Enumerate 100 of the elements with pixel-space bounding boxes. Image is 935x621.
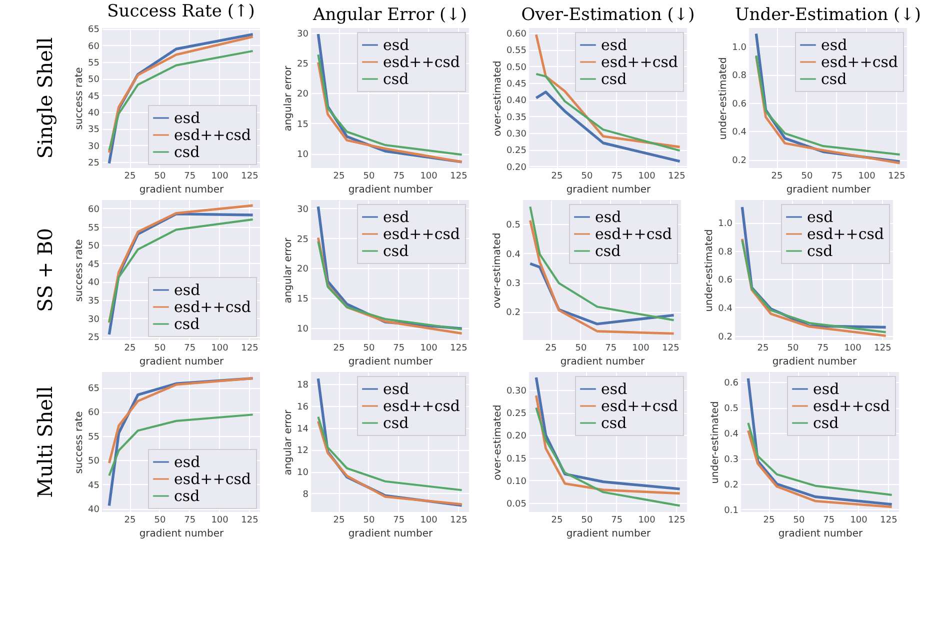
x-axis-title: gradient number <box>348 356 434 368</box>
x-tick-label: 100 <box>858 172 876 182</box>
x-tick-label: 75 <box>184 172 196 182</box>
y-tick-label: 45 <box>88 480 100 491</box>
y-tick-label: 0.3 <box>506 279 520 290</box>
x-axis-title: gradient number <box>566 184 652 196</box>
x-tick-label: 25 <box>551 516 563 526</box>
y-tick-label: 20 <box>297 90 309 100</box>
y-tick-label: 0.5 <box>724 404 738 414</box>
y-tick-label: 0.3 <box>724 455 738 466</box>
text: Multi Shell <box>33 386 57 498</box>
y-tick-label: 0.2 <box>724 480 738 490</box>
chart-title: Angular Error (↓) <box>312 5 468 25</box>
y-tick-label: 14 <box>297 424 309 434</box>
legend-label: esd++csd <box>813 397 890 415</box>
x-tick-label: 100 <box>211 172 229 182</box>
y-tick-label: 25 <box>88 333 100 344</box>
x-tick-label: 100 <box>632 344 650 354</box>
y-axis-title: over-estimated <box>492 60 504 136</box>
x-tick-label: 75 <box>817 344 829 354</box>
legend-label: csd <box>821 70 848 88</box>
x-tick-label: 50 <box>363 344 375 354</box>
x-tick-label: 75 <box>393 172 405 182</box>
line-series <box>535 72 681 152</box>
x-tick-label: 125 <box>880 516 898 526</box>
x-tick-label: 50 <box>154 516 166 526</box>
x-tick-label: 25 <box>124 516 136 526</box>
legend-label: csd <box>174 487 200 505</box>
y-tick-label: 0.40 <box>506 96 527 106</box>
legend-label: esd++csd <box>174 470 252 488</box>
y-axis-title: angular error <box>283 64 294 132</box>
legend-label: esd <box>595 208 622 226</box>
y-tick-label: 1.0 <box>718 219 733 230</box>
y-tick-label: 1.0 <box>732 42 747 53</box>
y-tick-label: 45 <box>88 92 100 102</box>
x-tick-label: 125 <box>450 516 468 526</box>
x-axis-title: gradient number <box>139 528 225 540</box>
y-tick-label: 10 <box>297 324 309 335</box>
line-series <box>746 377 894 506</box>
y-tick-label: 50 <box>88 242 100 252</box>
y-tick-label: 40 <box>88 108 100 118</box>
line-series <box>746 429 894 508</box>
y-tick-label: 0.1 <box>724 506 738 516</box>
y-tick-label: 30 <box>297 29 309 40</box>
y-axis-title: over-estimated <box>492 404 504 480</box>
legend-label: csd <box>595 242 622 260</box>
y-tick-label: 0.50 <box>506 62 527 73</box>
y-tick-label: 0.6 <box>724 378 739 389</box>
y-axis-title: success rate <box>74 67 86 130</box>
y-tick-label: 0.15 <box>506 454 526 464</box>
y-tick-label: 65 <box>88 25 100 36</box>
y-tick-label: 0.4 <box>732 128 747 138</box>
y-tick-label: 0.8 <box>732 71 747 82</box>
y-tick-label: 0.35 <box>506 112 526 123</box>
y-tick-label: 50 <box>88 75 100 86</box>
y-axis-title: success rate <box>74 239 86 302</box>
y-tick-label: 40 <box>88 505 100 516</box>
x-tick-label: 100 <box>420 172 438 182</box>
line-series <box>534 90 682 163</box>
legend-label: esd <box>383 380 410 398</box>
x-tick-label: 75 <box>823 516 835 526</box>
x-tick-label: 100 <box>420 516 438 526</box>
y-tick-label: 10 <box>297 150 309 160</box>
y-tick-label: 0.30 <box>506 386 527 397</box>
x-tick-label: 25 <box>763 516 775 526</box>
line-series <box>317 416 463 492</box>
legend-label: csd <box>601 70 628 88</box>
legend-label: esd <box>821 36 848 54</box>
legend-label: csd <box>813 414 840 432</box>
y-tick-label: 0.30 <box>506 130 527 140</box>
y-tick-label: 55 <box>88 432 100 442</box>
legend-label: csd <box>174 315 200 333</box>
legend-label: esd++csd <box>601 397 678 415</box>
x-tick-label: 100 <box>850 516 868 526</box>
legend-label: esd <box>601 380 628 398</box>
legend-label: esd++csd <box>807 225 884 243</box>
x-tick-label: 25 <box>757 344 769 354</box>
legend-label: esd++csd <box>174 126 252 144</box>
x-tick-label: 100 <box>844 344 862 354</box>
y-tick-label: 35 <box>88 296 100 307</box>
x-axis-title: gradient number <box>786 184 872 196</box>
y-tick-label: 16 <box>297 402 309 412</box>
x-axis-title: gradient number <box>348 184 434 196</box>
y-tick-label: 0.6 <box>718 276 733 286</box>
line-series <box>534 394 682 495</box>
y-tick-label: 8 <box>302 490 309 500</box>
y-tick-label: 60 <box>88 204 100 215</box>
y-tick-label: 0.25 <box>506 409 526 420</box>
x-tick-label: 125 <box>662 344 680 354</box>
y-tick-label: 30 <box>88 142 100 152</box>
legend-label: esd++csd <box>383 225 460 243</box>
y-tick-label: 0.4 <box>718 304 733 314</box>
legend-label: esd <box>174 109 201 127</box>
legend-label: csd <box>383 414 410 432</box>
y-tick-label: 0.4 <box>506 250 521 260</box>
y-tick-label: 0.55 <box>506 46 526 56</box>
y-tick-label: 0.2 <box>506 308 520 318</box>
x-tick-label: 75 <box>393 516 405 526</box>
x-tick-label: 100 <box>211 344 229 354</box>
text: Single Shell <box>33 37 57 159</box>
